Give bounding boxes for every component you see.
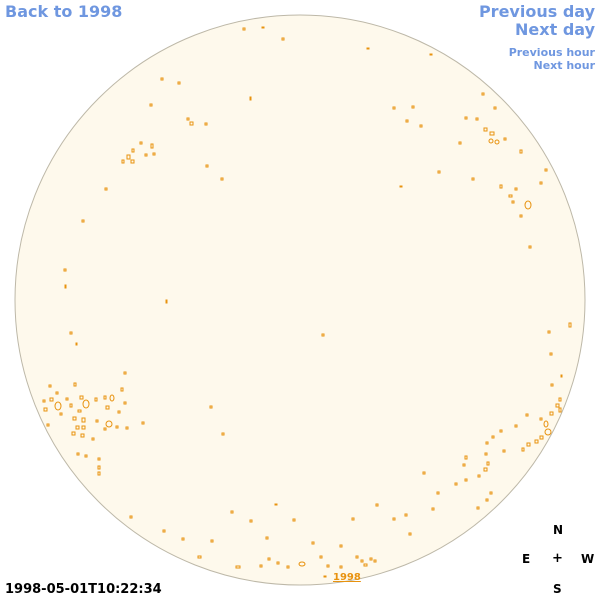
compass-south-label: S bbox=[553, 582, 562, 596]
observation-timestamp: 1998-05-01T10:22:34 bbox=[5, 582, 162, 597]
active-region-contours bbox=[42, 26, 572, 578]
compass-north-label: N bbox=[553, 523, 564, 537]
next-day-link[interactable]: Next day bbox=[515, 20, 595, 39]
compass-center-icon: + bbox=[552, 551, 563, 566]
previous-hour-link[interactable]: Previous hour bbox=[508, 46, 595, 59]
next-hour-link[interactable]: Next hour bbox=[533, 59, 596, 72]
previous-day-link[interactable]: Previous day bbox=[478, 2, 595, 21]
year-link[interactable]: 1998 bbox=[333, 572, 361, 583]
back-to-year-link[interactable]: Back to 1998 bbox=[5, 2, 123, 21]
solar-disk bbox=[14, 14, 586, 586]
compass-west-label: W bbox=[581, 552, 595, 566]
compass-east-label: E bbox=[522, 552, 531, 566]
